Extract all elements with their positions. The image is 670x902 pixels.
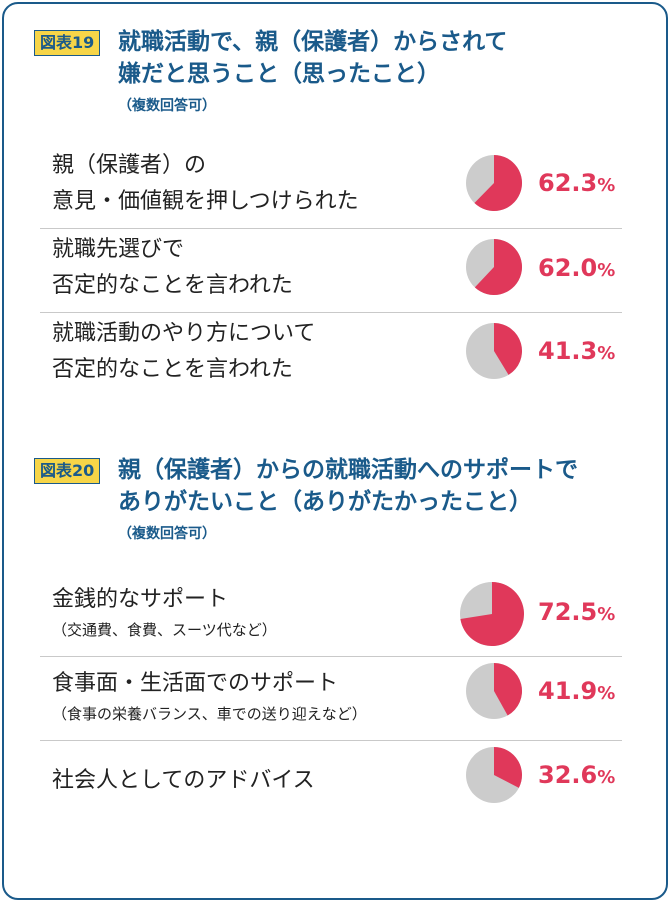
percentage-label: 62.0% [538, 254, 615, 282]
percent-unit: % [597, 604, 616, 625]
pie-chart [460, 582, 524, 650]
item-label-line2: 否定的なことを言われた [52, 357, 293, 382]
chart-row: 親（保護者）の 意見・価値観を押しつけられた [40, 148, 622, 222]
chart-row: 社会人としてのアドバイス [40, 744, 622, 818]
percent-unit: % [597, 683, 616, 704]
pie-svg [466, 239, 522, 295]
pie-svg [466, 663, 522, 719]
percentage-value: 62.0 [538, 254, 598, 282]
percentage-value: 32.6 [538, 761, 598, 789]
percentage-label: 41.9% [538, 677, 615, 705]
row-divider [40, 740, 622, 741]
figure-title-line1: 就職活動で、親（保護者）からされて [118, 29, 508, 55]
percentage-value: 41.3 [538, 337, 598, 365]
figure-badge: 図表19 [34, 30, 101, 56]
percent-unit: % [597, 343, 616, 364]
percent-unit: % [597, 175, 616, 196]
chart-row: 就職活動のやり方について 否定的なことを言われた [40, 316, 622, 390]
item-label-line1: 社会人としてのアドバイス [52, 768, 315, 793]
figure-title-line2: 嫌だと思うこと（思ったこと） [118, 61, 440, 87]
pie-svg [466, 155, 522, 211]
pie-slice [494, 663, 522, 716]
figure-note: （複数回答可） [118, 526, 216, 542]
percentage-label: 32.6% [538, 761, 615, 789]
percentage-value: 41.9 [538, 677, 598, 705]
pie-chart [466, 239, 522, 299]
chart-row: 食事面・生活面でのサポート （食事の栄養バランス、車での送り迎えなど） [40, 660, 622, 734]
pie-slice [460, 582, 524, 646]
percent-unit: % [597, 767, 616, 788]
item-label-line1: 就職先選びで [52, 237, 185, 262]
percentage-label: 62.3% [538, 169, 615, 197]
percentage-value: 72.5 [538, 598, 598, 626]
item-label-line1: 食事面・生活面でのサポート [52, 671, 339, 696]
percentage-label: 72.5% [538, 598, 615, 626]
pie-chart [466, 323, 522, 383]
figure-title-line2: ありがたいこと（ありがたかったこと） [118, 489, 532, 515]
item-label-line1: 就職活動のやり方について [52, 321, 316, 346]
row-divider [40, 656, 622, 657]
figure-note: （複数回答可） [118, 98, 216, 114]
pie-chart [466, 663, 522, 723]
pie-slice [474, 155, 522, 211]
pie-chart [466, 155, 522, 215]
item-sublabel: （交通費、食費、スーツ代など） [52, 621, 277, 639]
figure-title-line1: 親（保護者）からの就職活動へのサポートで [118, 457, 578, 483]
pie-slice [474, 239, 522, 295]
percentage-label: 41.3% [538, 337, 615, 365]
pie-chart [466, 747, 522, 807]
row-divider [40, 312, 622, 313]
pie-svg [466, 323, 522, 379]
chart-row: 就職先選びで 否定的なことを言われた [40, 232, 622, 306]
item-label-line2: 否定的なことを言われた [52, 273, 293, 298]
pie-slice [494, 323, 522, 375]
pie-svg [460, 582, 524, 646]
pie-svg [466, 747, 522, 803]
percentage-value: 62.3 [538, 169, 598, 197]
row-divider [40, 228, 622, 229]
percent-unit: % [597, 260, 616, 281]
pie-slice [494, 747, 522, 788]
figure-badge: 図表20 [34, 458, 101, 484]
item-label-line1: 親（保護者）の [52, 153, 207, 178]
item-sublabel: （食事の栄養バランス、車での送り迎えなど） [52, 705, 367, 723]
item-label-line2: 意見・価値観を押しつけられた [52, 189, 359, 214]
item-label-line1: 金銭的なサポート [52, 587, 229, 612]
chart-row: 金銭的なサポート （交通費、食費、スーツ代など） [40, 580, 622, 654]
